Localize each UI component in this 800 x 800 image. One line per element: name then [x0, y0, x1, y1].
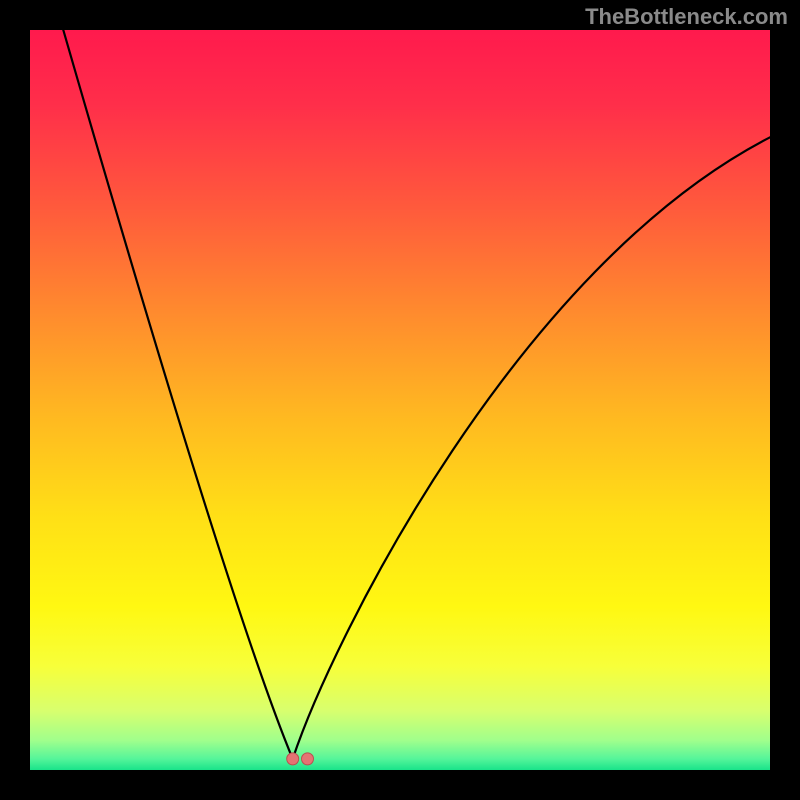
- minimum-marker: [287, 753, 299, 765]
- chart-frame: TheBottleneck.com: [0, 0, 800, 800]
- minimum-marker: [302, 753, 314, 765]
- plot-background: [30, 30, 770, 770]
- watermark-text: TheBottleneck.com: [585, 4, 788, 30]
- bottleneck-chart: [0, 0, 800, 800]
